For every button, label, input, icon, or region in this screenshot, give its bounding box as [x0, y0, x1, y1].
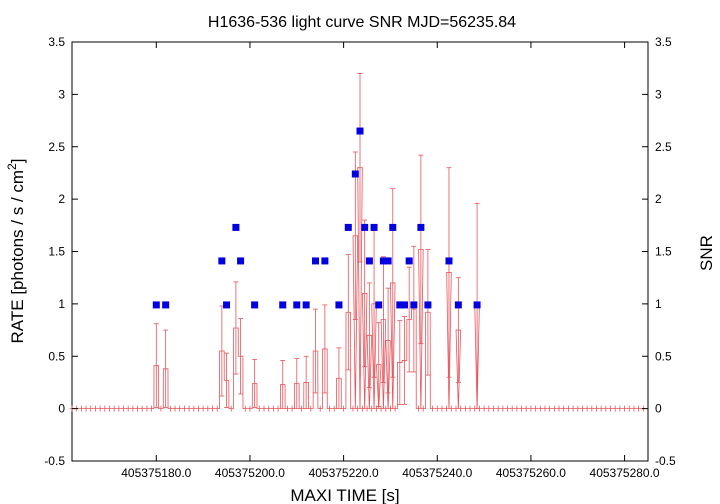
y2-tick-label: 2: [655, 192, 662, 206]
x-tick-label: 405375200.0: [215, 466, 285, 480]
rate-point: [153, 323, 159, 408]
snr-point: [370, 223, 378, 231]
rate-point: [401, 316, 407, 405]
rate-point: [411, 245, 417, 373]
y-tick-label: -0.5: [44, 454, 65, 468]
rate-point: [238, 318, 244, 395]
rate-point: [313, 308, 319, 394]
snr-point: [375, 301, 383, 309]
x-tick-label: 405375240.0: [402, 466, 472, 480]
snr-point: [237, 257, 245, 265]
rate-point: [336, 347, 342, 410]
x-tick-label: 405375260.0: [496, 466, 566, 480]
snr-point: [389, 223, 397, 231]
snr-point: [351, 170, 359, 178]
rate-point: [163, 329, 169, 408]
rate-series: [69, 73, 646, 412]
axes: -0.5 -0.5 0 0 0.5 0.5 1 1 1.5 1.5 2 2 2.5 2.5 3 3 3.5 3.5…: [44, 35, 676, 480]
snr-point: [152, 301, 160, 309]
rate-point: [385, 287, 391, 394]
rate-point: [362, 219, 368, 368]
snr-point: [417, 223, 425, 231]
rate-point: [397, 320, 403, 405]
x-tick-label: 405375220.0: [309, 466, 379, 480]
y2-tick-label: 1.5: [655, 245, 672, 259]
rate-point: [446, 167, 452, 378]
snr-point: [473, 301, 481, 309]
rate-point: [280, 360, 286, 410]
y-tick-label: 3.5: [48, 35, 65, 49]
y2-tick-label: 0: [655, 402, 662, 416]
y2-tick-label: 3.5: [655, 35, 672, 49]
snr-point: [405, 257, 413, 265]
snr-point: [321, 257, 329, 265]
y-tick-label: 2.5: [48, 140, 65, 154]
snr-point: [400, 301, 408, 309]
y2-axis-title: SNR: [697, 235, 716, 271]
snr-point: [293, 301, 301, 309]
snr-point: [218, 257, 226, 265]
rate-point: [425, 249, 431, 376]
rate-point: [376, 322, 382, 407]
y-tick-label: 3: [58, 87, 65, 101]
rate-step-line: [69, 167, 646, 410]
snr-point: [335, 301, 343, 309]
rate-point: [303, 355, 309, 410]
snr-point: [251, 301, 259, 309]
rate-point: [455, 277, 461, 383]
snr-point: [232, 223, 240, 231]
y-tick-label: 1: [58, 297, 65, 311]
rate-point: [224, 352, 230, 408]
snr-point: [379, 257, 387, 265]
rate-point: [357, 73, 363, 263]
y2-tick-label: -0.5: [655, 454, 676, 468]
rate-point: [366, 282, 372, 389]
snr-point: [454, 301, 462, 309]
snr-point: [279, 301, 287, 309]
snr-point: [384, 257, 392, 265]
y-axis-title: RATE [photons / s / cm2]: [5, 159, 27, 344]
rate-point: [380, 256, 386, 383]
rate-point: [252, 358, 258, 408]
rate-point: [406, 266, 412, 373]
snr-point: [344, 223, 352, 231]
y-tick-label: 0: [58, 402, 65, 416]
rate-point: [294, 357, 300, 410]
snr-point: [162, 301, 170, 309]
snr-point: [445, 257, 453, 265]
y-tick-label: 1.5: [48, 245, 65, 259]
snr-point: [312, 257, 320, 265]
x-tick-label: 405375180.0: [121, 466, 191, 480]
rate-point: [390, 188, 396, 378]
rate-point: [345, 254, 351, 371]
y2-tick-label: 3: [655, 87, 662, 101]
snr-point: [223, 301, 231, 309]
y-tick-label: 0.5: [48, 349, 65, 363]
y2-tick-label: 1: [655, 297, 662, 311]
rate-point: [418, 154, 424, 345]
y-axis-title-main: RATE [photons / s / cm: [8, 170, 27, 344]
rate-point: [322, 304, 328, 394]
snr-series: [152, 127, 481, 309]
y-axis-title-close: ]: [8, 159, 27, 164]
snr-point: [365, 257, 373, 265]
snr-point: [424, 301, 432, 309]
x-axis-title: MAXI TIME [s]: [290, 486, 399, 504]
snr-point: [396, 301, 404, 309]
y2-tick-label: 2.5: [655, 140, 672, 154]
x-tick-label: 405375280.0: [590, 466, 660, 480]
snr-point: [302, 301, 310, 309]
snr-point: [356, 127, 364, 135]
chart-title: H1636-536 light curve SNR MJD=56235.84: [208, 14, 516, 31]
y-tick-label: 2: [58, 192, 65, 206]
rate-point: [352, 151, 358, 320]
snr-point: [410, 301, 418, 309]
y2-tick-label: 0.5: [655, 349, 672, 363]
rate-point: [233, 281, 239, 375]
y-axis-title-sup: 2: [5, 163, 19, 170]
snr-point: [361, 223, 369, 231]
